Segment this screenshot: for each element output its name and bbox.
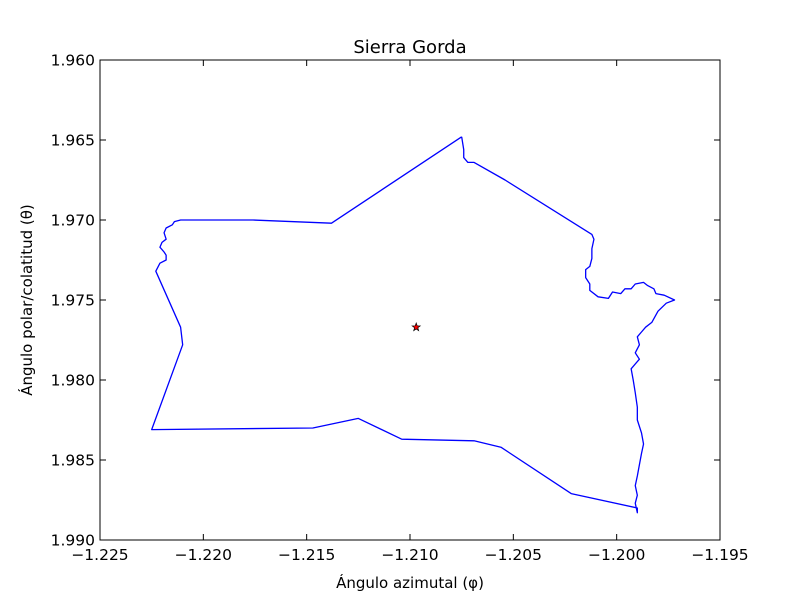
y-tick-label: 1.970: [51, 212, 95, 230]
x-tick-label: −1.225: [71, 546, 128, 564]
x-tick-label: −1.215: [278, 546, 335, 564]
y-axis-label: Ángulo polar/colatitud (θ): [17, 204, 36, 396]
plot-area: [151, 136, 676, 514]
x-tick-label: −1.220: [175, 546, 232, 564]
y-tick-label: 1.985: [51, 452, 95, 470]
y-tick-label: 1.975: [51, 292, 95, 310]
x-tick-label: −1.195: [691, 546, 748, 564]
x-tick-label: −1.200: [588, 546, 645, 564]
centroid-star-marker: [411, 321, 422, 332]
x-tick-label: −1.205: [485, 546, 542, 564]
x-axis-ticks: −1.225 −1.220 −1.215 −1.210 −1.205 −1.200 −1.1…: [71, 60, 749, 564]
y-axis-ticks: 1.960 1.965 1.970 1.975 1.980 1.985 1.990: [51, 52, 720, 550]
y-tick-label: 1.965: [51, 132, 95, 150]
chart-title: Sierra Gorda: [353, 37, 466, 58]
y-tick-label: 1.980: [51, 372, 95, 390]
boundary-line: [151, 136, 676, 514]
x-axis-label: Ángulo azimutal (φ): [336, 573, 484, 592]
y-tick-label: 1.990: [51, 532, 95, 550]
y-tick-label: 1.960: [51, 52, 95, 70]
x-tick-label: −1.210: [381, 546, 438, 564]
